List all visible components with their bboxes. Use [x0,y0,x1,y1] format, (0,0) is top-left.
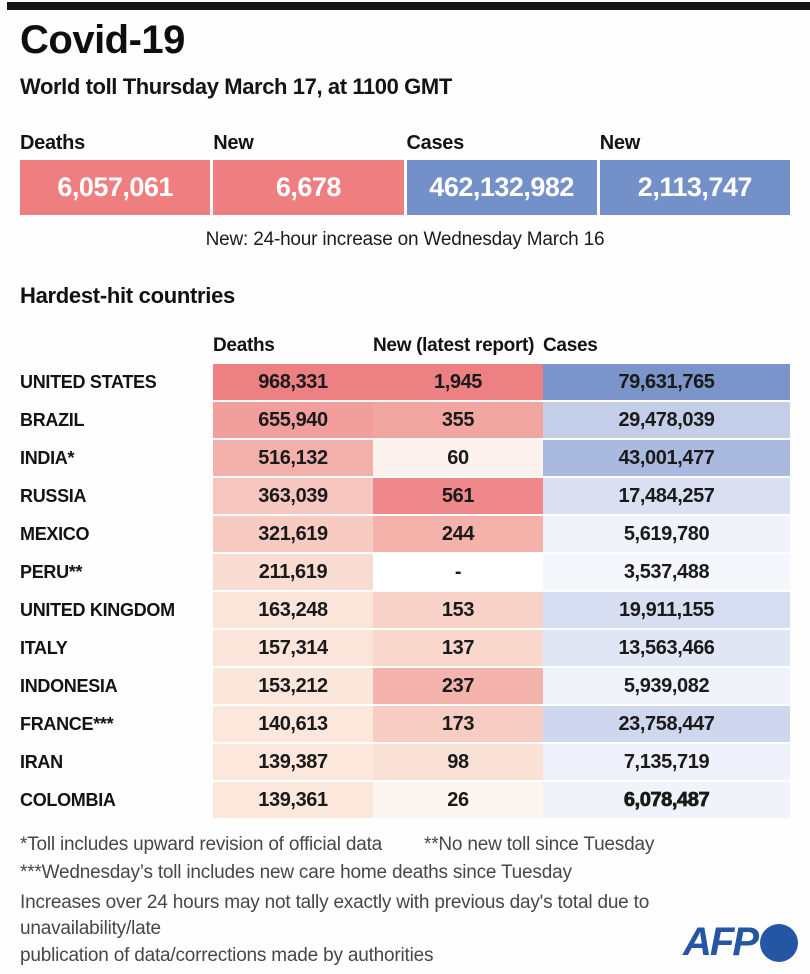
new-cell: 244 [373,516,543,552]
deaths-cell: 157,314 [213,630,373,666]
new-cell: 173 [373,706,543,742]
country-label: MEXICO [20,523,90,544]
country-label: BRAZIL [20,409,85,430]
new-cell: 237 [373,668,543,704]
table-row: RUSSIA 363,039 561 17,484,257 [20,478,790,514]
table-row: PERU** 211,619 - 3,537,488 [20,554,790,590]
new-cell: 98 [373,744,543,780]
table-row: MEXICO 321,619 244 5,619,780 [20,516,790,552]
cases-cell: 79,631,765 [543,364,790,400]
page-subtitle: World toll Thursday March 17, at 1100 GM… [20,74,452,99]
deaths-cell: 139,361 [213,782,373,818]
summary-stat-boxes: 6,057,061 6,678 462,132,982 2,113,747 [20,160,790,215]
cases-cell: 19,911,155 [543,592,790,628]
country-label: COLOMBIA [20,789,116,810]
country-label: UNITED KINGDOM [20,599,175,620]
cases-cell: 43,001,477 [543,440,790,476]
new-cell: 137 [373,630,543,666]
deaths-cell: 211,619 [213,554,373,590]
deaths-cell: 153,212 [213,668,373,704]
new-definition-note: New: 24-hour increase on Wednesday March… [205,229,605,250]
new-cell: 60 [373,440,543,476]
stat-value-cases: 462,132,982 [406,160,597,215]
table-row: BRAZIL 655,940 355 29,478,039 [20,402,790,438]
deaths-cell: 516,132 [213,440,373,476]
footnote-line-1: *Toll includes upward revision of offici… [20,831,792,859]
deaths-cell: 139,387 [213,744,373,780]
stat-value-new-cases: 2,113,747 [599,160,790,215]
country-label: IRAN [20,751,63,772]
table-row: FRANCE*** 140,613 173 23,758,447 [20,706,790,742]
deaths-cell: 968,331 [213,364,373,400]
column-header-deaths: Deaths [213,335,275,356]
deaths-cell: 655,940 [213,402,373,438]
table-row: ITALY 157,314 137 13,563,466 [20,630,790,666]
footnotes-block: *Toll includes upward revision of offici… [20,831,792,974]
stat-label-cases: Cases [406,132,465,154]
country-label: FRANCE*** [20,713,114,734]
footnote-line-2: ***Wednesday’s toll includes new care ho… [20,862,572,883]
footnote-no-new-toll: **No new toll since Tuesday [424,834,655,855]
deaths-cell: 163,248 [213,592,373,628]
afp-logo-text: AFP [683,920,759,964]
table-row: UNITED STATES 968,331 1,945 79,631,765 [20,364,790,400]
country-label: RUSSIA [20,485,87,506]
deaths-cell: 140,613 [213,706,373,742]
summary-stat-labels: Deaths New Cases New [20,132,790,155]
column-header-spacer [20,335,213,357]
column-header-cases: Cases [543,335,598,356]
country-label: INDONESIA [20,675,118,696]
cases-cell: 5,939,082 [543,668,790,704]
new-cell: 26 [373,782,543,818]
deaths-cell: 321,619 [213,516,373,552]
table-row: UNITED KINGDOM 163,248 153 19,911,155 [20,592,790,628]
countries-table-header: Deaths New (latest report) Cases [20,335,790,357]
country-label: INDIA* [20,447,75,468]
table-row: INDONESIA 153,212 237 5,939,082 [20,668,790,704]
new-cell: 355 [373,402,543,438]
stat-value-new-deaths: 6,678 [213,160,404,215]
stat-value-deaths: 6,057,061 [20,160,211,215]
new-cell: - [373,554,543,590]
table-row: INDIA* 516,132 60 43,001,477 [20,440,790,476]
cases-cell: 7,135,719 [543,744,790,780]
stat-label-deaths: Deaths [20,132,85,154]
top-accent-bar [7,2,810,10]
stat-label-new-cases: New [599,132,641,154]
afp-logo: AFP [683,920,798,965]
table-row: IRAN 139,387 98 7,135,719 [20,744,790,780]
cases-cell: 3,537,488 [543,554,790,590]
new-cell: 561 [373,478,543,514]
section-title-hardest-hit: Hardest-hit countries [20,283,235,308]
deaths-cell: 363,039 [213,478,373,514]
countries-table-body: UNITED STATES 968,331 1,945 79,631,765 B… [20,364,790,820]
table-row: COLOMBIA 139,361 26 6,078,487 [20,782,790,818]
footnote-paragraph-line-1: Increases over 24 hours may not tally ex… [20,892,650,939]
afp-globe-icon [760,923,798,962]
cases-cell: 13,563,466 [543,630,790,666]
page-title: Covid-19 [20,18,185,62]
cases-cell: 6,078,487 [543,782,790,818]
stat-label-new-deaths: New [213,132,254,154]
cases-cell: 23,758,447 [543,706,790,742]
footnote-paragraph-line-2: publication of data/corrections made by … [20,945,434,966]
country-label: UNITED STATES [20,371,157,392]
cases-cell: 17,484,257 [543,478,790,514]
country-label: PERU** [20,561,83,582]
new-cell: 1,945 [373,364,543,400]
country-label: ITALY [20,637,68,658]
cases-cell: 5,619,780 [543,516,790,552]
footnote-toll-revision: *Toll includes upward revision of offici… [20,834,383,855]
new-cell: 153 [373,592,543,628]
cases-cell: 29,478,039 [543,402,790,438]
column-header-new: New (latest report) [373,335,535,356]
